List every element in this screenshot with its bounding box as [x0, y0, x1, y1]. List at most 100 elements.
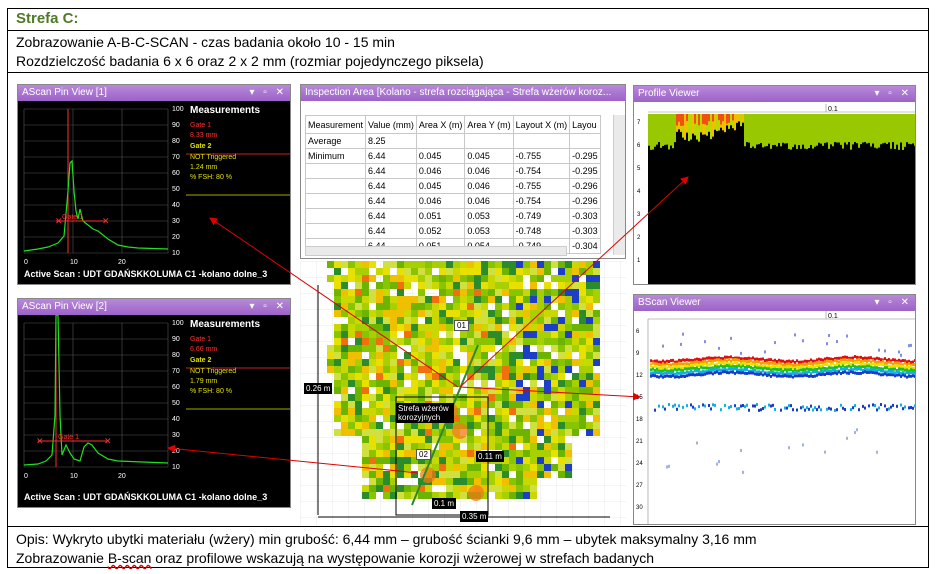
corrosion-zone-label: Strefa wżerów korozyjnych	[396, 403, 454, 423]
inspection-titlebar[interactable]: Inspection Area [Kolano - strefa rozciąg…	[301, 85, 625, 101]
table-cell: -0.755	[512, 148, 571, 164]
table-cell: 0.045	[415, 148, 466, 164]
y-tick: 50	[172, 186, 180, 193]
marker-02[interactable]: 02	[416, 449, 431, 460]
cscan-map-area[interactable]: 01 02 Strefa wżerów korozyjnych 0.26 m 0…	[300, 261, 626, 525]
scan-description: Zobrazowanie A-B-C-SCAN - czas badania o…	[16, 34, 395, 50]
y-tick: 50	[172, 400, 180, 407]
bscan-titlebar[interactable]: BScan Viewer ▾ ▫ ✕	[634, 295, 915, 311]
table-cell: 6.44	[365, 208, 417, 224]
ascan-2-title: AScan Pin View [2]	[22, 301, 107, 312]
bscan-viewer-window[interactable]: BScan Viewer ▾ ▫ ✕ 0.1 6 9 12 15 18 21	[633, 294, 916, 525]
window-controls-icon[interactable]: ▾ ▫ ✕	[874, 297, 912, 308]
svg-text:✕: ✕	[55, 216, 63, 226]
table-cell: 6.44	[365, 163, 417, 179]
table-row[interactable]: 6.44 0.046 0.046 -0.754 -0.296	[304, 193, 601, 209]
table-cell: -0.755	[512, 178, 571, 194]
x-tick: 10	[70, 473, 78, 480]
table-cell	[304, 223, 367, 239]
table-cell	[569, 133, 601, 149]
column-header[interactable]: Area Y (m)	[464, 115, 514, 134]
dimension-vertical: 0.26 m	[304, 383, 333, 394]
y-tick: 10	[172, 250, 180, 257]
table-cell: 0.046	[464, 193, 514, 209]
profile-titlebar[interactable]: Profile Viewer ▾ ▫ ✕	[634, 86, 915, 102]
table-cell: 6.44	[365, 178, 417, 194]
report-frame: Strefa C: Zobrazowanie A-B-C-SCAN - czas…	[7, 8, 929, 568]
findings-text: Opis: Wykryto ubytki materiału (wżery) m…	[16, 531, 757, 547]
column-header[interactable]: Area X (m)	[415, 115, 466, 134]
table-cell	[464, 133, 514, 149]
table-cell: 0.046	[415, 163, 466, 179]
window-controls-icon[interactable]: ▾ ▫ ✕	[874, 88, 912, 99]
table-row[interactable]: 6.44 0.045 0.046 -0.755 -0.296	[304, 178, 601, 194]
table-cell: 0.053	[464, 223, 514, 239]
table-cell	[512, 133, 571, 149]
zone-title: Strefa C:	[16, 10, 79, 27]
gate-2-value: 1.24 mm	[190, 164, 218, 171]
conclusion-text: Zobrazowanie B-scan oraz profilowe wskaz…	[16, 549, 920, 568]
bscan-y-tick: 27	[636, 483, 643, 489]
column-header[interactable]: Layou	[569, 115, 601, 134]
y-tick: 60	[172, 384, 180, 391]
ascan-pin-view-1[interactable]: AScan Pin View [1] ▾ ▫ ✕ ✕ ✕	[17, 84, 291, 285]
table-row[interactable]: 6.44 0.052 0.053 -0.748 -0.303	[304, 223, 601, 239]
column-header[interactable]: Value (mm)	[365, 115, 417, 134]
bscan-y-tick: 6	[636, 329, 640, 335]
bscan-plot: 0.1 6 9 12 15 18 21 24 27 30	[636, 311, 915, 524]
svg-text:✕: ✕	[104, 436, 112, 446]
bscan-y-tick: 21	[636, 439, 643, 445]
bscan-y-tick: 9	[636, 351, 640, 357]
table-cell: 6.44	[365, 148, 417, 164]
ascan-1-titlebar[interactable]: AScan Pin View [1] ▾ ▫ ✕	[18, 85, 290, 101]
x-tick: 20	[118, 473, 126, 480]
dimension-bottom: 0.35 m	[460, 511, 489, 522]
y-tick: 100	[172, 106, 184, 113]
gate-2-label: Gate 2	[190, 357, 212, 364]
description-row: Zobrazowanie A-B-C-SCAN - czas badania o…	[8, 31, 928, 73]
table-row[interactable]: Average 8.25	[304, 133, 601, 149]
profile-viewer-window[interactable]: Profile Viewer ▾ ▫ ✕ 0.1 7 6 5 4 3	[633, 85, 916, 285]
table-cell: 8.25	[365, 133, 417, 149]
table-cell: -0.304	[569, 238, 601, 254]
column-header[interactable]: Measurement	[304, 115, 367, 134]
table-cell: 0.053	[464, 208, 514, 224]
table-row[interactable]: Minimum 6.44 0.045 0.045 -0.755 -0.295	[304, 148, 601, 164]
profile-y-tick: 6	[637, 143, 641, 149]
table-cell: 6.44	[365, 193, 417, 209]
screenshot-area: AScan Pin View [1] ▾ ▫ ✕ ✕ ✕	[8, 73, 928, 526]
table-horizontal-scrollbar[interactable]	[305, 246, 567, 256]
measurements-heading: Measurements	[190, 319, 261, 330]
inspection-area-window[interactable]: Inspection Area [Kolano - strefa rozciąg…	[300, 84, 626, 259]
table-cell: -0.754	[512, 193, 571, 209]
window-controls-icon[interactable]: ▾ ▫ ✕	[249, 87, 287, 98]
window-controls-icon[interactable]: ▾ ▫ ✕	[249, 301, 287, 312]
ascan-pin-view-2[interactable]: AScan Pin View [2] ▾ ▫ ✕ ✕ ✕	[17, 298, 291, 508]
table-vertical-scrollbar[interactable]	[613, 115, 625, 255]
measurements-heading: Measurements	[190, 105, 261, 116]
gate-2-value: 1.79 mm	[190, 378, 218, 385]
table-cell: -0.749	[512, 208, 571, 224]
description-footer: Opis: Wykryto ubytki materiału (wżery) m…	[8, 526, 928, 568]
ascan-2-gate-marker: Gate 1	[58, 434, 79, 441]
bscan-y-tick: 15	[636, 395, 643, 401]
inspection-title: Inspection Area [Kolano - strefa rozciąg…	[305, 87, 612, 98]
active-scan-label: Active Scan : UDT GDAŃSKKOLUMA C1 -kolan…	[24, 269, 268, 279]
table-cell: -0.303	[569, 208, 601, 224]
bscan-y-tick: 30	[636, 505, 643, 511]
ascan-1-plot: ✕ ✕ Gate 1 0 10 20 100 90 80 70 60 50 40	[23, 106, 290, 266]
table-header-row: Measurement Value (mm) Area X (m) Area Y…	[304, 115, 601, 134]
ascan-2-titlebar[interactable]: AScan Pin View [2] ▾ ▫ ✕	[18, 299, 290, 315]
table-cell: 0.051	[415, 208, 466, 224]
marker-01[interactable]: 01	[454, 320, 469, 331]
bscan-y-tick: 18	[636, 417, 643, 423]
gate-1-label: Gate 1	[190, 122, 212, 129]
active-scan-label: Active Scan : UDT GDAŃSKKOLUMA C1 -kolan…	[24, 492, 268, 502]
profile-y-tick: 5	[637, 166, 641, 172]
table-cell: -0.303	[569, 223, 601, 239]
table-cell: 0.045	[415, 178, 466, 194]
column-header[interactable]: Layout X (m)	[512, 115, 571, 134]
table-row[interactable]: 6.44 0.046 0.046 -0.754 -0.295	[304, 163, 601, 179]
table-row[interactable]: 6.44 0.051 0.053 -0.749 -0.303	[304, 208, 601, 224]
y-tick: 70	[172, 154, 180, 161]
